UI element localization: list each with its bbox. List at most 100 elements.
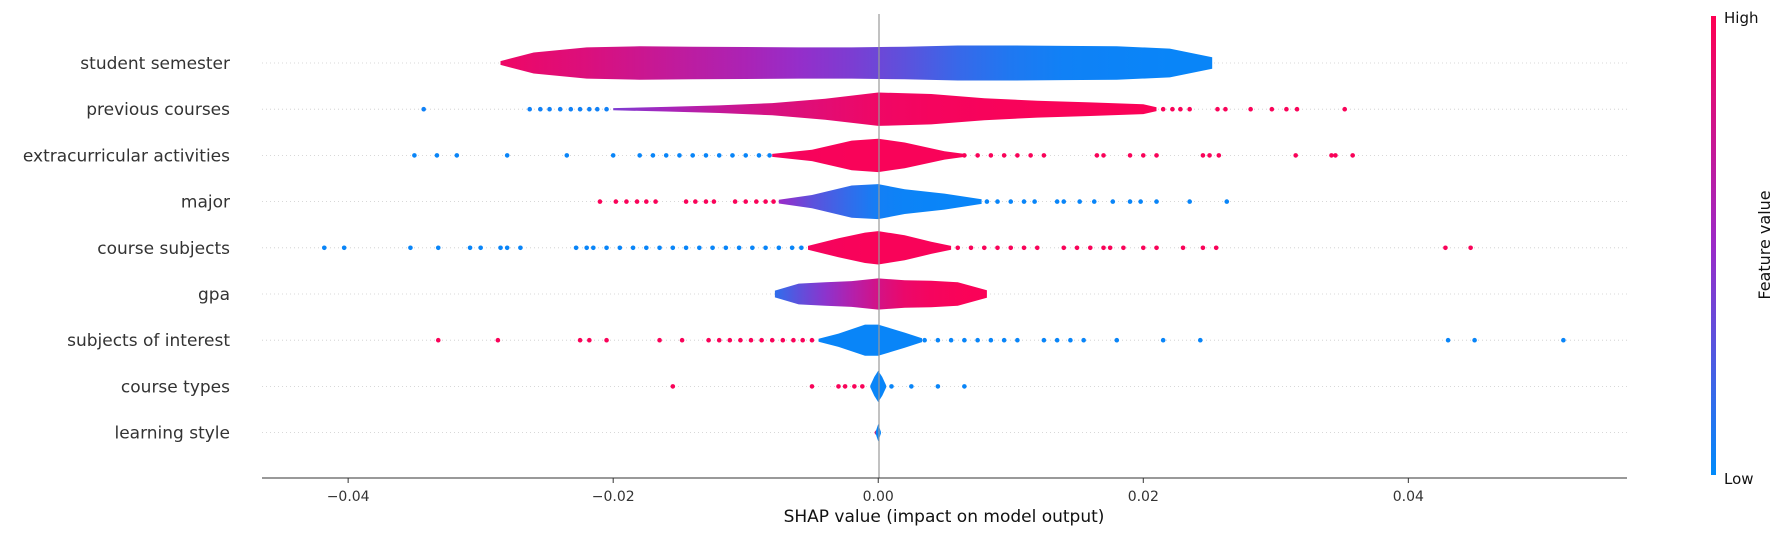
x-tick-label: 0.02 [1128,489,1159,505]
shap-point [1008,199,1014,204]
shap-point [852,384,857,389]
shap-point [690,153,696,158]
shap-point [653,199,658,204]
shap-point [504,245,510,251]
shap-point [1187,106,1192,112]
shap-point [518,245,523,251]
shap-point [679,337,685,343]
shap-point [776,245,782,251]
shap-point [1008,245,1014,251]
feature-label: course subjects [97,239,230,259]
shap-point [1114,337,1120,343]
shap-point [1121,245,1126,251]
shap-point [557,106,563,112]
shap-point [756,153,762,158]
x-tick-label: −0.02 [592,489,635,505]
colorbar [1711,16,1716,475]
shap-point [644,199,649,204]
shap-point [478,245,483,251]
shap-point [1160,337,1166,343]
violin-shape [875,424,881,442]
shap-point [763,245,768,251]
shap-point [683,199,689,204]
shap-point [703,153,709,158]
x-tick-label: −0.04 [327,489,370,505]
shap-point [644,245,649,251]
shap-point [984,199,990,204]
shap-point [435,337,441,343]
shap-point [697,245,702,251]
shap-point [860,384,865,389]
shap-point [454,153,460,158]
shap-point [594,106,600,112]
shap-point [617,245,623,251]
shap-point [568,106,574,112]
x-axis-ticks: −0.04 −0.02 0.00 0.02 0.04 [327,478,1424,505]
shap-point [1087,245,1093,251]
shap-point [968,245,974,251]
shap-point [341,245,347,251]
shap-point [1333,153,1338,158]
shap-point [988,153,994,158]
shap-point [1472,337,1477,343]
shap-point [1213,245,1219,251]
shap-point [591,245,596,251]
shap-point [584,245,589,251]
shap-point [799,245,804,251]
shap-point [1294,106,1300,112]
shap-point [421,106,426,112]
shap-point [1224,199,1230,204]
shap-point [743,153,749,158]
feature-label: gpa [198,285,230,305]
feature-rows: student semester previous courses extracur… [23,45,1627,444]
shap-point [771,199,776,204]
shap-point [1216,153,1222,158]
shap-point [889,384,894,389]
feature-row: major [181,184,1627,220]
feature-row: course subjects [97,231,1627,265]
shap-point [962,384,967,389]
shap-point [1154,153,1159,158]
shap-point [650,153,656,158]
shap-point [683,245,689,251]
shap-point [706,337,711,343]
shap-point [995,199,1000,204]
shap-point [1140,153,1146,158]
shap-point [1001,153,1007,158]
shap-point [604,106,609,112]
feature-label: learning style [114,424,230,444]
shap-point [800,337,805,343]
feature-label: previous courses [86,100,230,120]
shap-point [1021,245,1027,251]
shap-point [1081,337,1086,343]
shap-point [597,199,603,204]
shap-point [975,153,980,158]
violin-shape [500,45,1213,81]
shap-point [1154,245,1159,251]
shap-point [809,337,815,343]
shap-point [657,245,662,251]
shap-point [935,337,941,343]
shap-point [408,245,413,251]
shap-point [604,245,609,251]
shap-point [1160,106,1166,112]
shap-point [498,245,503,251]
shap-point [538,106,543,112]
shap-point [504,153,510,158]
shap-point [1054,337,1060,343]
shap-point [1223,106,1228,112]
shap-point [663,153,669,158]
shap-point [754,199,759,204]
shap-point [467,245,473,251]
shap-point [1350,153,1355,158]
x-axis-title: SHAP value (impact on model output) [784,507,1105,527]
shap-point [637,153,642,158]
shap-point [412,153,417,158]
shap-point [763,199,768,204]
shap-point [670,384,676,389]
feature-row: course types [121,370,1627,402]
shap-point [634,199,640,204]
feature-label: major [181,193,230,213]
shap-point [738,337,743,343]
shap-point [1061,199,1067,204]
